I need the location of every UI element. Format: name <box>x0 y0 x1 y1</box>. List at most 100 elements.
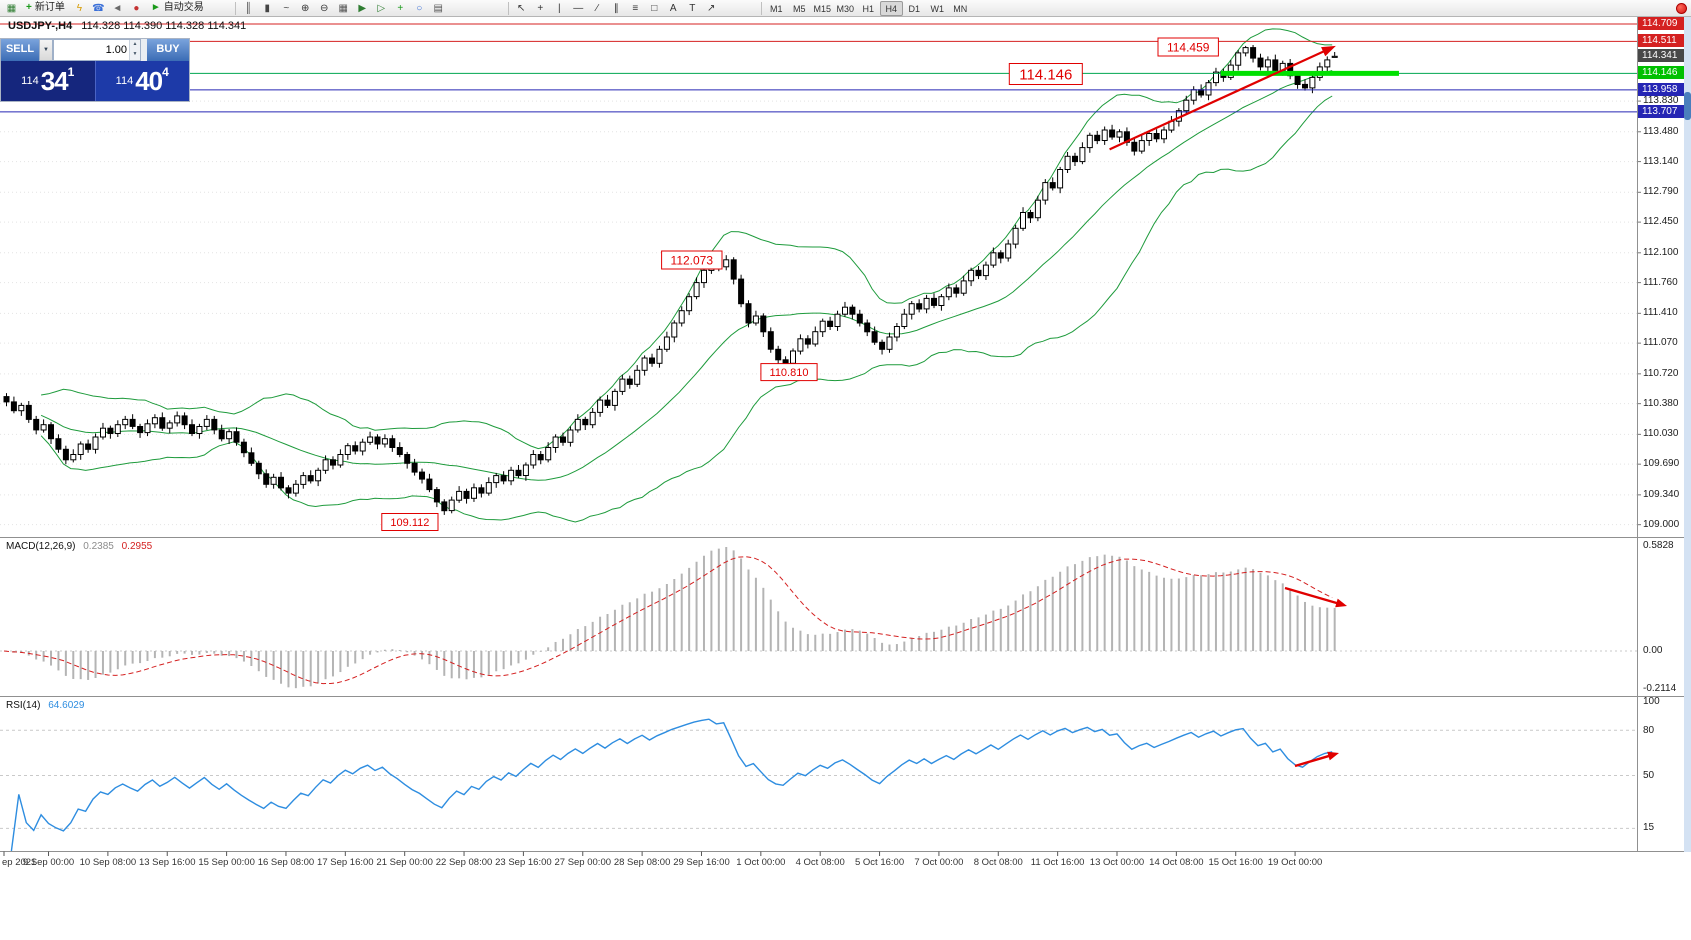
candle <box>426 473 433 493</box>
news-button[interactable]: ● <box>127 1 146 16</box>
candle <box>953 284 960 298</box>
macd-main-value: 0.2385 <box>83 541 114 552</box>
buy-button[interactable]: BUY <box>147 39 189 61</box>
sound-button[interactable]: ◄ <box>108 1 127 16</box>
candle <box>211 415 218 435</box>
trend-arrow-line[interactable] <box>1109 47 1330 151</box>
indicators-button[interactable]: + <box>391 1 410 16</box>
trendline-button[interactable]: ∕ <box>588 1 607 16</box>
line-chart-button[interactable]: ~ <box>277 1 296 16</box>
macd-arrow[interactable] <box>1284 586 1343 606</box>
candle <box>255 460 262 480</box>
volume-input[interactable] <box>54 40 129 60</box>
volume-down-button[interactable]: ▼ <box>130 50 140 60</box>
candle <box>552 434 559 453</box>
price-callout-box[interactable] <box>760 363 818 382</box>
rsi-value: 64.6029 <box>48 700 85 711</box>
candle <box>315 467 322 487</box>
auto-scroll-button[interactable]: ▶ <box>353 1 372 16</box>
candle <box>151 414 158 429</box>
expert-advisors-icon: ϟ <box>76 2 82 14</box>
rsi-arrow[interactable] <box>1294 753 1335 768</box>
candle <box>367 431 374 445</box>
candle <box>663 331 670 352</box>
candle <box>560 432 566 446</box>
horizontal-line-icon: — <box>573 2 584 14</box>
horizontal-line-button[interactable]: — <box>569 1 588 16</box>
candle <box>797 334 804 355</box>
fibonacci-button[interactable]: ≡ <box>626 1 645 16</box>
price-callout-box[interactable] <box>661 250 723 270</box>
candle <box>938 294 945 311</box>
sell-button[interactable]: SELL <box>1 39 39 61</box>
zoom-out-button[interactable]: ⊖ <box>315 1 334 16</box>
volume-up-button[interactable]: ▲ <box>130 40 140 50</box>
candle <box>1309 74 1316 94</box>
timeframe-h4-button[interactable]: H4 <box>879 0 903 16</box>
candle <box>656 345 663 368</box>
chart-shift-button[interactable]: ▷ <box>372 1 391 16</box>
candle <box>485 477 492 496</box>
shapes-button[interactable]: □ <box>645 1 664 16</box>
new-chart-button[interactable]: ▦ <box>2 1 21 16</box>
candle <box>48 422 54 444</box>
price-callout-box[interactable] <box>1008 63 1083 85</box>
new-order-button[interactable]: + 新订单 <box>21 1 70 16</box>
buy-price[interactable]: 114 40 4 <box>95 61 189 101</box>
templates-button[interactable]: ▤ <box>429 1 448 16</box>
vertical-scrollbar[interactable] <box>1684 17 1691 852</box>
timeframe-m15-button[interactable]: M15 <box>813 3 831 14</box>
candles-chart-button[interactable]: ▮ <box>258 1 277 16</box>
sell-price-sup: 1 <box>67 65 75 79</box>
price-callout-box[interactable] <box>381 513 439 531</box>
timeframe-mn-button[interactable]: MN <box>953 3 968 14</box>
scrollbar-thumb[interactable] <box>1684 92 1691 120</box>
indicators-icon: + <box>397 2 404 14</box>
zoom-in-icon: ⊕ <box>301 2 310 14</box>
candle <box>411 458 418 476</box>
bars-chart-button[interactable]: ║ <box>239 1 258 16</box>
label-button[interactable]: T <box>683 1 702 16</box>
candle <box>701 267 707 288</box>
order-type-dropdown[interactable]: ▼ <box>39 39 53 61</box>
candle <box>203 415 210 430</box>
arrows-button[interactable]: ↗ <box>702 1 721 16</box>
terminal-button[interactable]: ☎ <box>89 1 108 16</box>
channel-button[interactable]: ∥ <box>607 1 626 16</box>
candle <box>931 293 937 309</box>
vertical-line-button[interactable]: | <box>550 1 569 16</box>
bollinger-lower-band <box>40 95 1333 523</box>
timeframe-m30-button[interactable]: M30 <box>836 3 854 14</box>
price-callout-box[interactable] <box>1157 37 1219 57</box>
candle <box>1146 130 1153 146</box>
timeframe-w1-button[interactable]: W1 <box>930 3 945 14</box>
candle <box>1101 126 1108 145</box>
autotrading-button[interactable]: ► 自动交易 <box>146 1 209 16</box>
crosshair-button[interactable]: + <box>531 1 550 16</box>
expert-advisors-button[interactable]: ϟ <box>70 1 89 16</box>
text-button[interactable]: A <box>664 1 683 16</box>
candle <box>233 427 240 446</box>
timeframe-m1-button[interactable]: M1 <box>769 3 783 14</box>
candle <box>804 335 811 349</box>
notification-icon[interactable] <box>1676 3 1687 14</box>
pointer-button[interactable]: ↖ <box>512 1 531 16</box>
zoom-in-button[interactable]: ⊕ <box>296 1 315 16</box>
candle <box>634 365 641 387</box>
timeframe-h1-button[interactable]: H1 <box>862 3 874 14</box>
candle <box>842 301 848 317</box>
candle <box>463 488 470 504</box>
rsi-line <box>10 718 1333 852</box>
candle <box>626 375 633 389</box>
candle <box>166 420 173 434</box>
periods-button[interactable]: ○ <box>410 1 429 16</box>
candle <box>18 402 25 416</box>
candle <box>649 353 655 367</box>
fibonacci-icon: ≡ <box>632 2 639 14</box>
timeframe-m5-button[interactable]: M5 <box>792 3 806 14</box>
timeframe-d1-button[interactable]: D1 <box>908 3 920 14</box>
tile-windows-button[interactable]: ▦ <box>334 1 353 16</box>
sell-price[interactable]: 114 34 1 <box>1 61 96 101</box>
candle <box>337 449 344 468</box>
